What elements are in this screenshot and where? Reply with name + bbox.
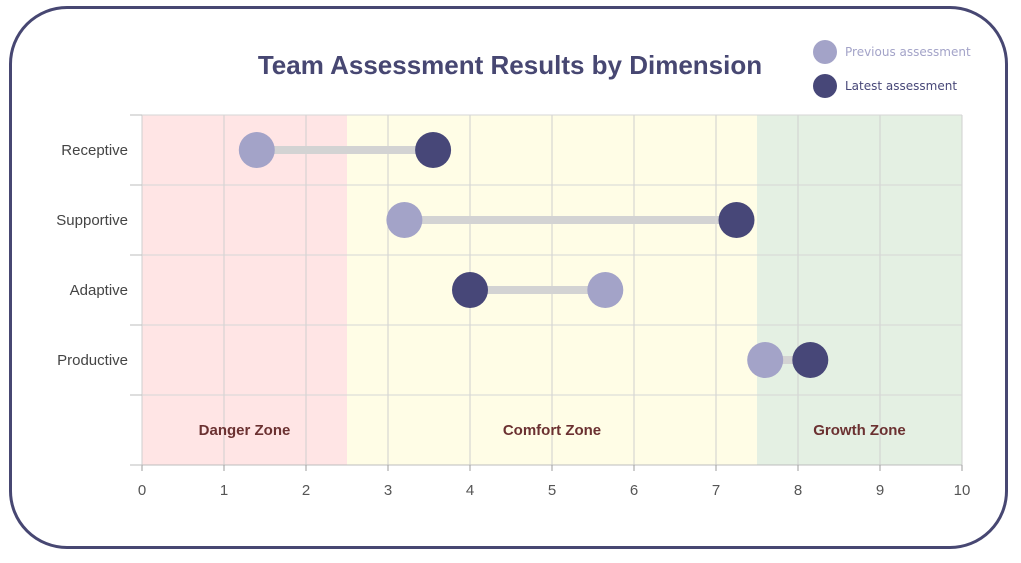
x-tick-label: 6 [630,482,638,499]
x-tick-label: 3 [384,482,392,499]
legend-marker-latest [813,74,837,98]
chart-title: Team Assessment Results by Dimension [257,50,763,80]
x-tick-label: 9 [876,482,884,499]
point-previous-receptive [238,132,275,168]
x-tick-label: 7 [712,482,720,499]
point-previous-productive [747,342,784,378]
legend-marker-previous [813,40,837,64]
legend-label-previous: Previous assessment [845,45,971,59]
zone-label-growth-zone: Growth Zone [813,422,906,439]
x-tick-label: 0 [138,482,146,499]
zone-label-danger-zone: Danger Zone [199,422,291,439]
point-latest-receptive [415,132,452,168]
category-label-adaptive: Adaptive [70,282,128,299]
x-tick-label: 10 [954,482,971,499]
x-tick-label: 5 [548,482,556,499]
legend-label-latest: Latest assessment [845,79,958,93]
point-previous-supportive [386,202,423,238]
category-label-productive: Productive [57,352,128,369]
x-tick-label: 1 [220,482,228,499]
x-tick-label: 8 [794,482,802,499]
point-latest-productive [792,342,829,378]
zone-band-growth-zone [757,115,962,465]
x-tick-label: 4 [466,482,474,499]
category-label-receptive: Receptive [61,142,128,159]
x-tick-label: 2 [302,482,310,499]
point-latest-supportive [718,202,755,238]
point-previous-adaptive [587,272,624,308]
zone-band-danger-zone [142,115,347,465]
legend-item-previous[interactable]: Previous assessment [813,40,971,64]
category-label-supportive: Supportive [56,212,128,229]
zone-label-comfort-zone: Comfort Zone [503,422,601,439]
legend-item-latest[interactable]: Latest assessment [813,74,957,98]
point-latest-adaptive [452,272,488,308]
